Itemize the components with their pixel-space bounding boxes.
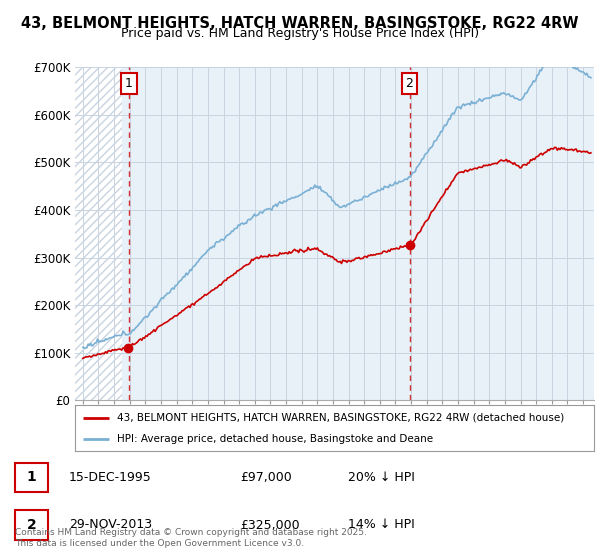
Text: Contains HM Land Registry data © Crown copyright and database right 2025.
This d: Contains HM Land Registry data © Crown c… [15, 528, 367, 548]
FancyBboxPatch shape [15, 463, 48, 492]
Text: HPI: Average price, detached house, Basingstoke and Deane: HPI: Average price, detached house, Basi… [116, 435, 433, 444]
Text: 1: 1 [26, 470, 37, 484]
Text: Price paid vs. HM Land Registry's House Price Index (HPI): Price paid vs. HM Land Registry's House … [121, 27, 479, 40]
Text: £325,000: £325,000 [240, 519, 299, 531]
FancyBboxPatch shape [15, 510, 48, 540]
Text: 14% ↓ HPI: 14% ↓ HPI [348, 519, 415, 531]
Text: 43, BELMONT HEIGHTS, HATCH WARREN, BASINGSTOKE, RG22 4RW: 43, BELMONT HEIGHTS, HATCH WARREN, BASIN… [21, 16, 579, 31]
Text: 15-DEC-1995: 15-DEC-1995 [69, 471, 152, 484]
Text: 43, BELMONT HEIGHTS, HATCH WARREN, BASINGSTOKE, RG22 4RW (detached house): 43, BELMONT HEIGHTS, HATCH WARREN, BASIN… [116, 413, 564, 423]
Text: 20% ↓ HPI: 20% ↓ HPI [348, 471, 415, 484]
Text: 2: 2 [406, 77, 413, 90]
Text: 1: 1 [125, 77, 133, 90]
Text: 2: 2 [26, 518, 37, 532]
Text: £97,000: £97,000 [240, 471, 292, 484]
Text: 29-NOV-2013: 29-NOV-2013 [69, 519, 152, 531]
